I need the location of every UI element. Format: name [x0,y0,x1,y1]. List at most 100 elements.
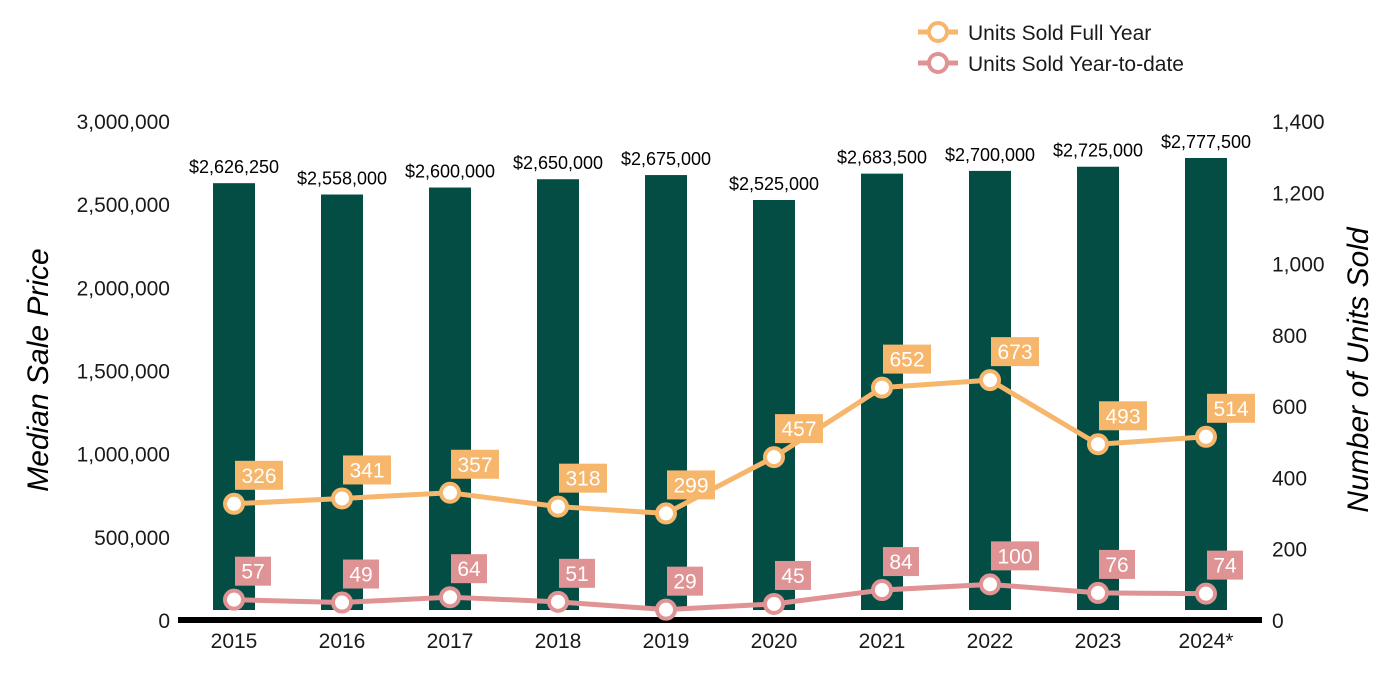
point-label: 457 [781,418,816,441]
x-tick-label: 2021 [859,630,906,653]
point-label-box [1099,549,1135,579]
x-tick-label: 2017 [427,630,474,653]
y-tick-label: 500,000 [94,527,170,550]
point-label: 357 [457,454,492,477]
series-point [439,586,461,609]
point-label-box [559,558,595,588]
x-tick-label: 2023 [1075,630,1122,653]
bar-data-label: $2,777,500 [1161,132,1251,152]
x-axis: 2015 2016 2017 2018 2019 2020 2021 2022 2023 2024… [211,630,1234,653]
left-axis: 0 500,000 1,000,000 1,500,000 2,000,000 2,500… [77,111,170,633]
y2-tick-label: 600 [1272,396,1307,419]
point-label-box [667,470,715,500]
series-point [223,492,245,515]
bar [1077,166,1119,610]
legend-marker [927,21,949,43]
point-label: 74 [1213,555,1237,578]
bar-data-label: $2,600,000 [405,162,495,182]
y2-tick-label: 1,400 [1272,111,1325,134]
y2-tick-label: 1,000 [1272,254,1325,277]
point-label-box [235,460,283,490]
bar-data-label: $2,725,000 [1053,141,1143,161]
point-label: 57 [241,561,264,584]
y2-tick-label: 200 [1272,539,1307,562]
x-tick-label: 2015 [211,630,258,653]
bar [213,183,255,610]
y-tick-label: 2,500,000 [77,194,170,217]
bar [1185,158,1227,611]
x-tick-label: 2022 [967,630,1014,653]
point-label-box [235,556,271,586]
y-tick-label: 1,500,000 [77,361,170,384]
series-point [223,588,245,611]
series-point [1087,581,1109,604]
point-label: 493 [1105,405,1140,428]
point-label-box [1207,393,1255,423]
bar [753,200,795,610]
y-axis-title: Median Sale Price [22,248,55,491]
point-label-box [1099,401,1147,431]
point-label-box [883,344,931,374]
right-axis: 0 200 400 600 800 1,000 1,200 1,400 [1272,111,1325,633]
series-point [331,591,353,614]
point-label-box [451,554,487,584]
point-label-box [343,559,379,589]
y-tick-label: 3,000,000 [77,111,170,134]
point-label: 341 [349,459,384,482]
bar-data-label: $2,525,000 [729,174,819,194]
x-tick-label: 2016 [319,630,366,653]
series-point [331,487,353,510]
bar-data-label: $2,675,000 [621,149,711,169]
point-label: 299 [673,474,708,497]
series-point [1087,433,1109,456]
x-tick-label: 2020 [751,630,798,653]
bar [321,194,363,610]
series-point [1195,425,1217,448]
y-tick-label: 1,000,000 [77,444,170,467]
point-label-box [451,449,499,479]
point-label-box [667,566,703,596]
point-label: 673 [997,341,1032,364]
point-label-box [991,337,1039,367]
bar [537,179,579,610]
point-label-box [343,455,391,485]
x-tick-label: 2024* [1179,630,1234,653]
bars: $2,626,250 $2,558,000 $2,600,000 $2,650,000… [189,132,1251,611]
point-label-box [775,414,823,444]
bar-data-label: $2,683,500 [837,148,927,168]
y2-tick-label: 0 [1272,610,1284,633]
series-point [655,598,677,621]
series-point [655,502,677,525]
point-label: 64 [457,558,481,581]
series-point [871,376,893,399]
bar-data-label: $2,650,000 [513,153,603,173]
point-label: 318 [565,468,600,491]
point-label: 76 [1105,554,1128,577]
point-label-box [883,547,919,577]
y2-axis-title: Number of Units Sold [1342,226,1375,512]
bar-data-label: $2,558,000 [297,169,387,189]
point-label: 326 [241,465,276,488]
y-tick-label: 0 [158,610,170,633]
series-point [871,579,893,602]
y2-tick-label: 400 [1272,467,1307,490]
legend-label: Units Sold Full Year [968,22,1151,45]
bar [645,175,687,610]
series-line [233,377,1207,516]
point-label: 652 [889,349,924,372]
point-label-box [1207,550,1243,580]
series-point [547,590,569,613]
y2-tick-label: 800 [1272,325,1307,348]
series-point [439,481,461,504]
y-tick-label: 2,000,000 [77,277,170,300]
point-label-box [991,541,1039,571]
bar [429,187,471,611]
y2-tick-label: 1,200 [1272,182,1325,205]
series-point [1195,582,1217,605]
point-label-box [559,463,607,493]
legend-marker [927,52,949,74]
point-label: 514 [1213,398,1248,421]
x-tick-label: 2019 [643,630,690,653]
x-tick-label: 2018 [535,630,582,653]
